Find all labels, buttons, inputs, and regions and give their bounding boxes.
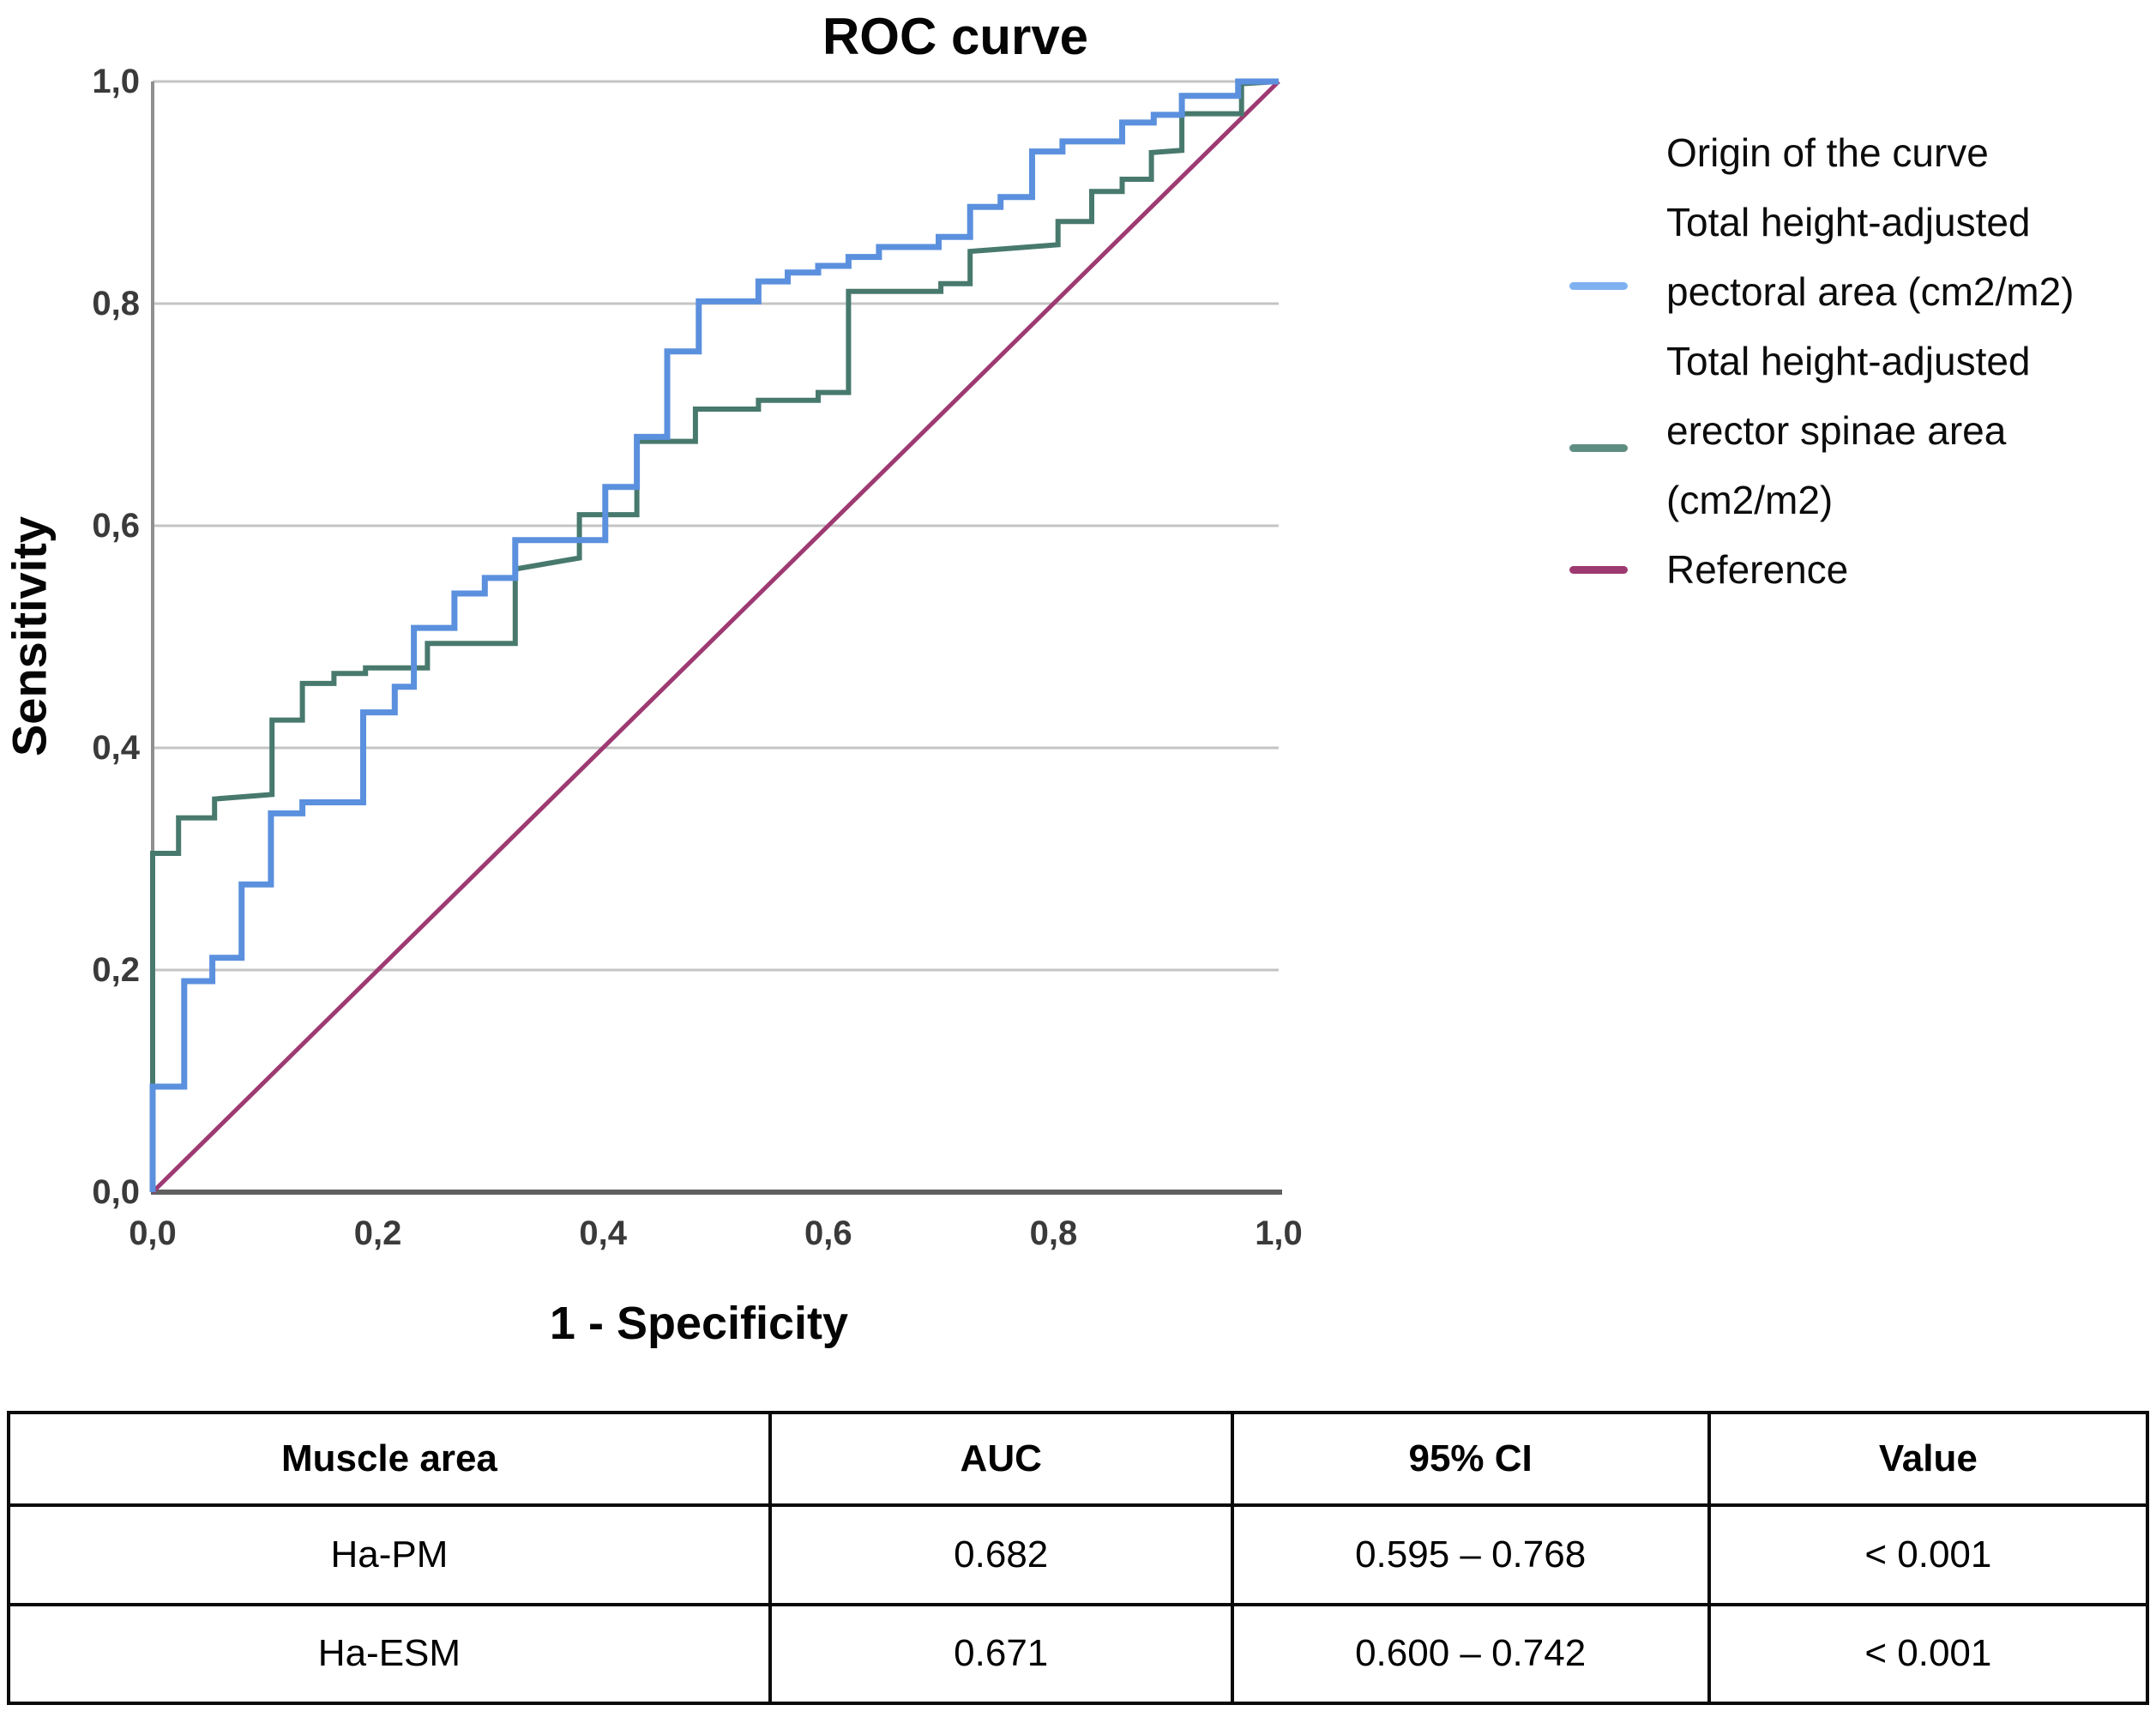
x-tick-label: 0,0 (129, 1214, 177, 1252)
legend-swatch-erector (1569, 444, 1628, 452)
legend-label-reference: Reference (1666, 547, 1849, 592)
x-tick-label: 1,0 (1255, 1214, 1303, 1252)
x-tick-label: 0,4 (579, 1214, 627, 1252)
legend: Origin of the curve Total height-adjuste… (0, 0, 2156, 635)
table-row-ha-esm: Ha-ESM 0.671 0.600 – 0.742 < 0.001 (7, 1602, 2150, 1705)
cell-auc-ha-pm: 0.682 (768, 1503, 1234, 1606)
y-tick-label: 0,2 (92, 951, 140, 989)
y-tick-label: 0,0 (92, 1173, 140, 1211)
chart-title: ROC curve (822, 8, 1089, 65)
table-row-ha-pm: Ha-PM 0.682 0.595 – 0.768 < 0.001 (7, 1503, 2150, 1606)
y-tick-label: 0,6 (92, 507, 140, 545)
cell-muscle-ha-pm: Ha-PM (7, 1503, 772, 1606)
legend-heading: Origin of the curve (1666, 130, 1989, 175)
auc-stats-table: Muscle area AUC 95% CI Value Ha-PM 0.682… (7, 1411, 2150, 1705)
legend-label-erector-line1: Total height-adjusted (1666, 339, 2031, 383)
x-axis-title: 1 - Specificity (549, 1298, 849, 1349)
cell-auc-ha-esm: 0.671 (768, 1602, 1234, 1705)
header-auc: AUC (768, 1411, 1234, 1507)
header-ci: 95% CI (1230, 1411, 1711, 1507)
y-tick-label: 0,8 (92, 285, 140, 322)
header-muscle-area: Muscle area (7, 1411, 772, 1507)
legend-swatch-pectoral (1569, 282, 1628, 290)
legend-label-erector-line3: (cm2/m2) (1666, 478, 1834, 522)
roc-plot-area (149, 78, 1282, 1195)
y-tick-label: 1,0 (92, 63, 140, 100)
cell-ci-ha-esm: 0.600 – 0.742 (1230, 1602, 1711, 1705)
legend-label-pectoral-line2: pectoral area (cm2/m2) (1666, 269, 2075, 314)
x-tick-label: 0,8 (1029, 1214, 1078, 1252)
cell-muscle-ha-esm: Ha-ESM (7, 1602, 772, 1705)
header-value: Value (1707, 1411, 2150, 1507)
legend-label-pectoral-line1: Total height-adjusted (1666, 200, 2031, 244)
legend-label-erector-line2: erector spinae area (1666, 408, 2007, 453)
legend-swatch-reference (1569, 566, 1628, 574)
x-tick-label: 0,2 (353, 1214, 402, 1252)
x-tick-label: 0,6 (804, 1214, 852, 1252)
y-tick-label: 0,4 (92, 729, 140, 767)
cell-value-ha-pm: < 0.001 (1707, 1503, 2150, 1606)
cell-ci-ha-pm: 0.595 – 0.768 (1230, 1503, 1711, 1606)
table-header-row: Muscle area AUC 95% CI Value (7, 1411, 2150, 1507)
cell-value-ha-esm: < 0.001 (1707, 1602, 2150, 1705)
